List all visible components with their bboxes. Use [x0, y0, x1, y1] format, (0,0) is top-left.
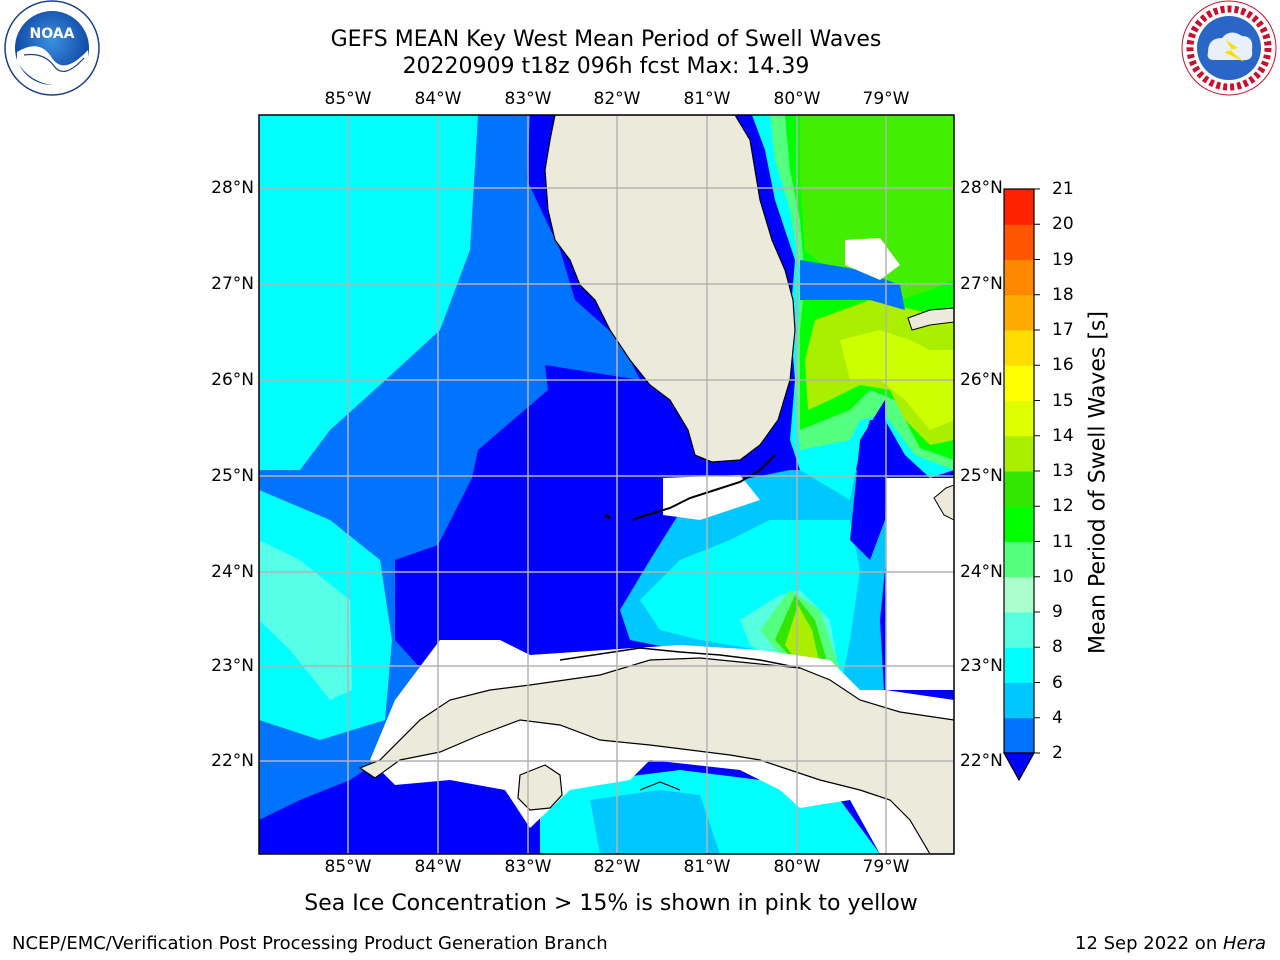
lat-label-right: 22°N — [960, 751, 1003, 771]
colorbar-segment — [1004, 541, 1034, 578]
colorbar-segment — [1004, 400, 1034, 437]
lon-label-bottom: 80°W — [773, 857, 821, 877]
colorbar-tick-label: 14 — [1052, 425, 1074, 446]
lon-label-top: 82°W — [593, 89, 641, 109]
graticule — [259, 115, 954, 854]
colorbar-tick-label: 18 — [1052, 284, 1074, 305]
map-subtitle: 20220909 t18z 096h fcst Max: 14.39 — [402, 54, 810, 79]
lat-label-left: 25°N — [211, 466, 254, 486]
run-date-text: 12 Sep 2022 on — [1075, 933, 1223, 954]
colorbar-tick-label: 21 — [1052, 179, 1074, 199]
lon-label-bottom: 85°W — [324, 857, 372, 877]
lon-label-top: 79°W — [862, 89, 910, 109]
lon-label-bottom: 84°W — [414, 857, 462, 877]
lat-label-right: 27°N — [960, 274, 1003, 294]
colorbar-segment — [1004, 647, 1034, 683]
lat-label-left: 23°N — [211, 656, 254, 676]
lat-label-left: 27°N — [211, 274, 254, 294]
swell-period-map — [259, 115, 954, 854]
colorbar-tick-label: 11 — [1052, 531, 1074, 552]
lat-label-right: 28°N — [960, 178, 1003, 198]
noaa-logo: NOAA — [4, 0, 100, 96]
sea-ice-note: Sea Ice Concentration > 15% is shown in … — [304, 891, 918, 916]
colorbar-tick-label: 19 — [1052, 249, 1074, 270]
colorbar-tick-label: 6 — [1052, 672, 1063, 693]
colorbar-segment — [1004, 330, 1034, 366]
colorbar-segment — [1004, 259, 1034, 296]
lat-label-right: 26°N — [960, 370, 1003, 390]
colorbar-tick-label: 4 — [1052, 707, 1063, 728]
colorbar-extend-arrow — [1002, 752, 1036, 782]
colorbar-segment — [1004, 365, 1034, 401]
run-date: 12 Sep 2022 on Hera — [1075, 933, 1266, 954]
lat-label-right: 25°N — [960, 466, 1003, 486]
colorbar-tick-label: 13 — [1052, 461, 1074, 481]
colorbar-segment — [1004, 471, 1034, 507]
lat-label-left: 26°N — [211, 370, 254, 390]
lat-label-left: 24°N — [211, 562, 254, 582]
colorbar-tick-label: 12 — [1052, 496, 1074, 517]
lon-label-top: 83°W — [504, 89, 552, 109]
map-frame — [258, 114, 955, 855]
lat-label-left: 22°N — [211, 751, 254, 771]
colorbar-tick-label: 8 — [1052, 637, 1063, 658]
colorbar-tick-label: 10 — [1052, 566, 1074, 587]
colorbar-segment — [1004, 717, 1034, 754]
colorbar-tick-label: 2 — [1052, 743, 1063, 763]
lon-label-top: 81°W — [683, 89, 731, 109]
lon-label-top: 85°W — [324, 89, 372, 109]
colorbar-segment — [1004, 435, 1034, 472]
colorbar-segment — [1004, 224, 1034, 260]
colorbar-tick-label: 20 — [1052, 214, 1074, 235]
lat-label-left: 28°N — [211, 178, 254, 198]
credit-text: NCEP/EMC/Verification Post Processing Pr… — [12, 933, 608, 954]
lon-label-bottom: 81°W — [683, 857, 731, 877]
colorbar-tick-label: 17 — [1052, 320, 1074, 340]
lon-label-top: 84°W — [414, 89, 462, 109]
lat-label-right: 24°N — [960, 562, 1003, 582]
lon-label-top: 80°W — [773, 89, 821, 109]
colorbar-segment — [1004, 294, 1034, 331]
colorbar-segment — [1004, 612, 1034, 648]
lat-label-right: 23°N — [960, 656, 1003, 676]
colorbar — [1002, 188, 1040, 782]
colorbar-tick-label: 16 — [1052, 355, 1074, 376]
nws-logo — [1181, 0, 1277, 96]
colorbar-segment — [1004, 682, 1034, 719]
noaa-logo-text: NOAA — [30, 26, 75, 42]
colorbar-tick-label: 15 — [1052, 390, 1074, 411]
colorbar-segment — [1004, 576, 1034, 613]
lon-label-bottom: 83°W — [504, 857, 552, 877]
colorbar-segment — [1004, 189, 1034, 225]
map-title: GEFS MEAN Key West Mean Period of Swell … — [330, 27, 882, 52]
lon-label-bottom: 79°W — [862, 857, 910, 877]
colorbar-label: Mean Period of Swell Waves [s] — [1085, 311, 1111, 654]
colorbar-segment — [1004, 506, 1034, 542]
colorbar-tick-label: 9 — [1052, 602, 1063, 622]
lon-label-bottom: 82°W — [593, 857, 641, 877]
host-name: Hera — [1222, 933, 1266, 954]
